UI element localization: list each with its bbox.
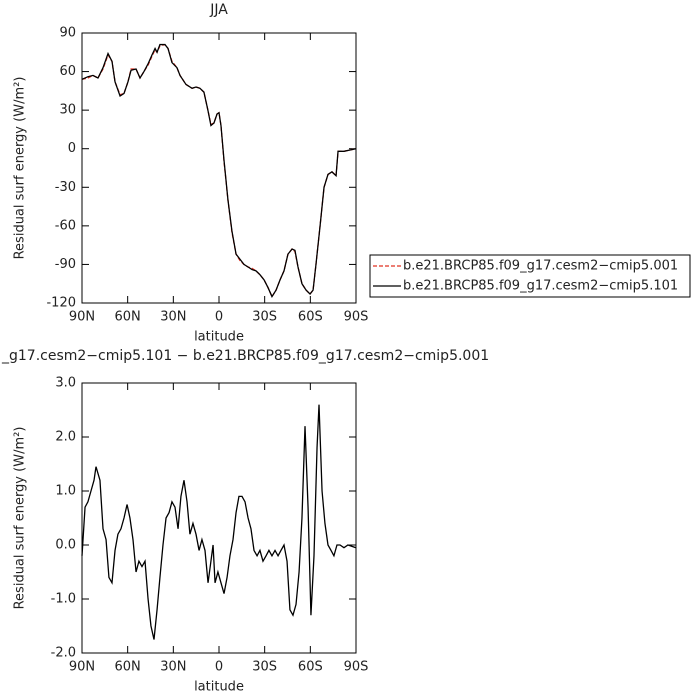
y-tick-label: 3.0 [55,376,76,391]
y-axis-label: Residual surf energy (W/m²) [13,427,28,610]
legend-label: b.e21.BRCP85.f09_g17.cesm2−cmip5.001 [403,259,678,274]
legend-box [369,254,691,298]
y-axis-label: Residual surf energy (W/m²) [13,77,28,260]
x-tick-label: 30S [252,310,277,325]
plot-frame [81,382,357,654]
y-tick-label: -30 [55,180,76,195]
chart-title: JJA [209,2,228,18]
x-tick-label: 90S [344,310,369,325]
y-tick-label: -90 [55,257,76,272]
x-axis-label: latitude [194,680,244,695]
x-axis-label: latitude [194,330,244,345]
x-tick-label: 30N [160,660,186,675]
y-tick-label: 0.0 [55,538,76,553]
x-tick-label: 90N [69,660,95,675]
x-tick-label: 60N [115,660,141,675]
y-tick-label: -2.0 [51,646,76,661]
x-tick-label: 60S [298,310,323,325]
data-line [81,43,357,298]
x-tick-label: 60N [115,310,141,325]
legend-label: b.e21.BRCP85.f09_g17.cesm2−cmip5.101 [403,279,678,294]
x-tick-label: 30N [160,310,186,325]
chart-title: _g17.cesm2−cmip5.101 − b.e21.BRCP85.f09_… [1,348,489,364]
plot-frame [81,32,357,304]
y-tick-label: -60 [55,218,76,233]
x-tick-label: 90S [344,660,369,675]
y-tick-label: 0 [68,141,76,156]
y-tick-label: 1.0 [55,484,76,499]
y-tick-label: -1.0 [51,592,76,607]
x-tick-label: 0 [215,660,223,675]
x-tick-label: 30S [252,660,277,675]
y-tick-label: 2.0 [55,430,76,445]
data-line [81,43,357,298]
y-tick-label: 60 [59,64,76,79]
y-tick-label: 30 [59,103,76,118]
x-tick-label: 60S [298,660,323,675]
x-tick-label: 0 [215,310,223,325]
y-tick-label: 90 [59,26,76,41]
y-tick-label: -120 [46,296,76,311]
data-line [81,404,357,640]
x-tick-label: 90N [69,310,95,325]
